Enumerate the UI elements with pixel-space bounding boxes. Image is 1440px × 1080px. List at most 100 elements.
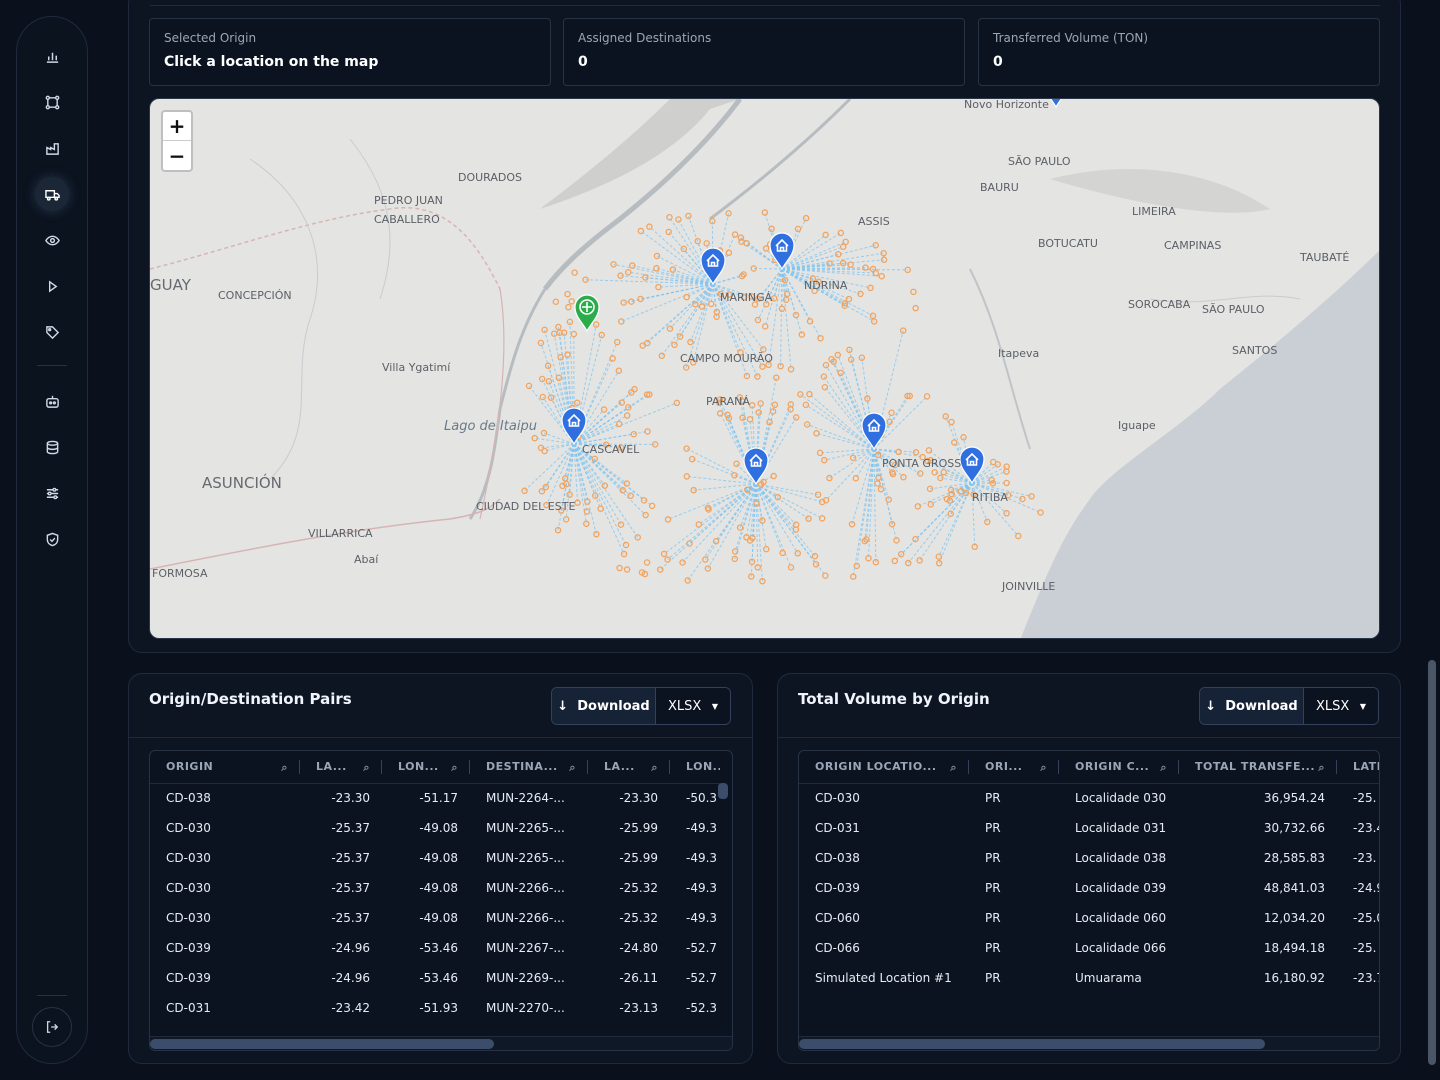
destination-point[interactable] — [600, 406, 608, 413]
destination-point[interactable] — [872, 241, 879, 249]
destination-point[interactable] — [783, 290, 791, 298]
table-row[interactable]: Simulated Location #1 PR Umuarama 16,180.92… — [799, 963, 1379, 993]
destination-point[interactable] — [1028, 493, 1035, 500]
destination-point[interactable] — [592, 492, 599, 499]
destination-point[interactable] — [822, 572, 829, 579]
destination-point[interactable] — [564, 351, 571, 358]
search-icon[interactable]: ⌕ — [451, 761, 458, 774]
destination-point[interactable] — [704, 565, 712, 572]
destination-point[interactable] — [798, 331, 806, 338]
destination-point[interactable] — [806, 318, 814, 325]
destination-point[interactable] — [755, 295, 762, 302]
destination-point[interactable] — [912, 304, 919, 312]
destination-point[interactable] — [619, 486, 626, 494]
destination-point[interactable] — [878, 272, 885, 280]
destination-point[interactable] — [688, 455, 696, 463]
destination-point[interactable] — [664, 556, 671, 563]
destination-point[interactable] — [716, 396, 724, 403]
destination-point[interactable] — [630, 430, 638, 438]
destination-point[interactable] — [550, 330, 558, 337]
destination-point[interactable] — [541, 447, 548, 455]
destination-point[interactable] — [555, 323, 562, 331]
destination-point[interactable] — [615, 367, 623, 374]
destination-point[interactable] — [666, 325, 674, 332]
destination-point[interactable] — [899, 327, 907, 334]
destination-point[interactable] — [748, 558, 756, 565]
column-header[interactable]: TOTAL TRANSFE... ⌕ — [1179, 751, 1337, 784]
destination-point[interactable] — [919, 453, 926, 461]
destination-point[interactable] — [880, 249, 887, 257]
destination-point[interactable] — [853, 562, 861, 570]
destination-point[interactable] — [738, 272, 746, 280]
destination-point[interactable] — [628, 298, 635, 305]
destination-point[interactable] — [738, 238, 745, 246]
destination-point[interactable] — [625, 268, 632, 276]
destination-point[interactable] — [971, 543, 978, 551]
warehouse-pin-icon[interactable] — [743, 447, 769, 486]
destination-point[interactable] — [715, 399, 723, 407]
destination-point[interactable] — [797, 391, 804, 398]
destination-point[interactable] — [771, 401, 779, 409]
destination-point[interactable] — [725, 249, 733, 256]
destination-point[interactable] — [864, 395, 871, 402]
destination-point[interactable] — [640, 497, 648, 504]
destination-point[interactable] — [792, 414, 800, 421]
column-header[interactable]: ORIGIN C... ⌕ — [1059, 751, 1179, 784]
destination-point[interactable] — [759, 517, 766, 524]
destination-point[interactable] — [617, 444, 625, 451]
destination-point[interactable] — [540, 429, 548, 437]
destination-point[interactable] — [777, 362, 784, 370]
map-canvas[interactable]: Novo Horizonte SÃO PAULO BAURU DOURADOS … — [149, 98, 1380, 639]
destination-point[interactable] — [760, 478, 767, 486]
destination-point[interactable] — [574, 499, 581, 506]
destination-point[interactable] — [787, 365, 795, 373]
destination-point[interactable] — [754, 316, 762, 324]
destination-point[interactable] — [568, 298, 575, 305]
destination-point[interactable] — [642, 274, 649, 281]
destination-point[interactable] — [947, 510, 954, 518]
destination-point[interactable] — [743, 534, 750, 541]
destination-point[interactable] — [683, 293, 690, 301]
destination-point[interactable] — [912, 535, 919, 543]
destination-point[interactable] — [900, 473, 907, 481]
destination-point[interactable] — [821, 384, 829, 391]
vertical-scrollbar[interactable] — [718, 783, 728, 799]
destination-point[interactable] — [842, 238, 849, 246]
destination-point[interactable] — [733, 460, 740, 468]
destination-point[interactable] — [593, 530, 600, 538]
destination-point[interactable] — [861, 537, 869, 545]
destination-point[interactable] — [689, 359, 697, 366]
destination-point[interactable] — [847, 261, 854, 268]
destination-point[interactable] — [811, 287, 818, 295]
destination-point[interactable] — [889, 469, 896, 476]
destination-point[interactable] — [571, 269, 578, 276]
destination-point[interactable] — [684, 577, 691, 584]
destination-point[interactable] — [904, 392, 911, 400]
destination-point[interactable] — [692, 300, 699, 308]
destination-point[interactable] — [770, 472, 777, 480]
table-row[interactable]: CD-038 PR Localidade 038 28,585.83 -23. — [799, 843, 1379, 873]
destination-point[interactable] — [935, 559, 943, 567]
destination-point[interactable] — [839, 243, 847, 251]
destination-point[interactable] — [906, 392, 913, 400]
column-header[interactable]: DESTINA... ⌕ — [470, 751, 588, 784]
destination-point[interactable] — [754, 564, 762, 571]
destination-point[interactable] — [760, 346, 767, 353]
destination-point[interactable] — [731, 231, 739, 238]
destination-point[interactable] — [547, 394, 555, 401]
destination-point[interactable] — [865, 554, 872, 562]
table-row[interactable]: CD-066 PR Localidade 066 18,494.18 -25. — [799, 933, 1379, 963]
destination-point[interactable] — [525, 382, 533, 390]
destination-point[interactable] — [618, 399, 626, 406]
destination-point[interactable] — [904, 559, 912, 567]
destination-point[interactable] — [773, 374, 780, 381]
destination-point[interactable] — [782, 296, 790, 303]
destination-point[interactable] — [557, 354, 564, 361]
search-icon[interactable]: ⌕ — [363, 761, 370, 774]
destination-point[interactable] — [620, 299, 627, 306]
destination-point[interactable] — [924, 457, 931, 465]
destination-point[interactable] — [673, 399, 681, 407]
destination-point[interactable] — [658, 352, 666, 360]
destination-point[interactable] — [683, 473, 691, 480]
destination-point[interactable] — [739, 414, 746, 422]
